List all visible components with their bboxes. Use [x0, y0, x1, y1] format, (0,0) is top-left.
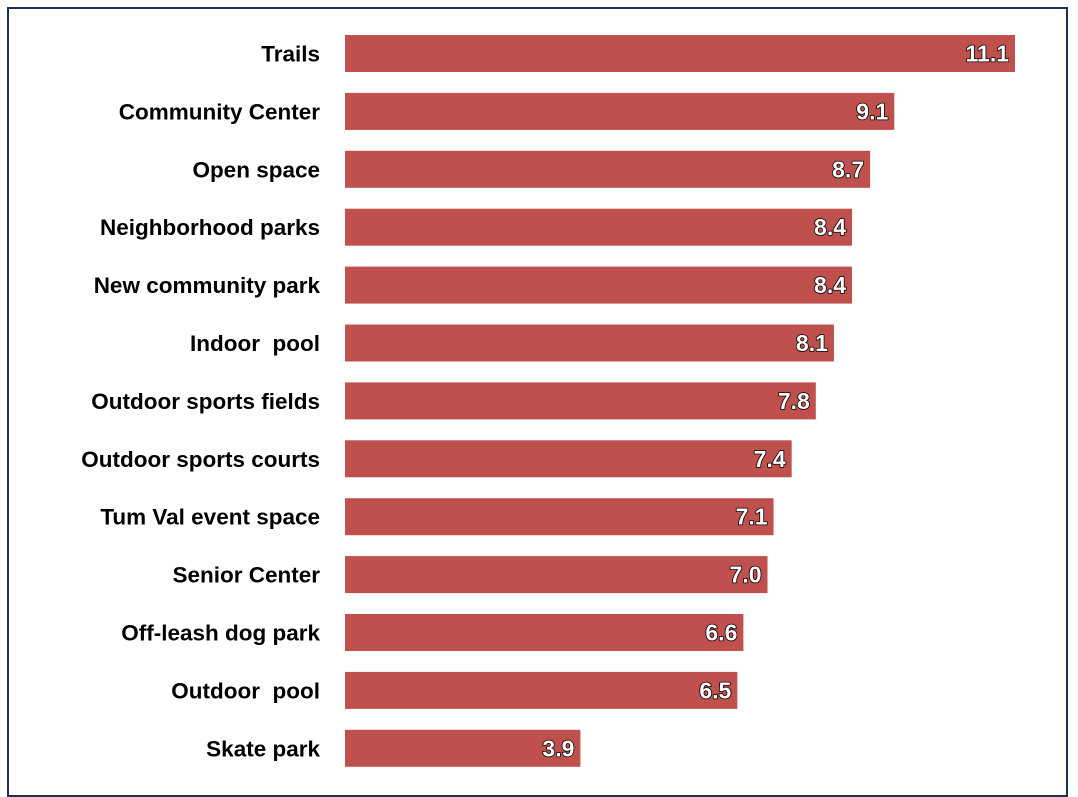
value-label: 7.8 [778, 388, 810, 414]
value-label: 8.7 [832, 156, 864, 182]
category-label: Open space [192, 157, 320, 182]
bar [345, 382, 816, 420]
bar [345, 150, 871, 188]
bar [345, 440, 792, 478]
value-label: 6.5 [699, 677, 731, 703]
category-label: Neighborhood parks [100, 215, 320, 240]
category-label: New community park [94, 273, 321, 298]
bar [345, 614, 744, 651]
value-label: 7.0 [730, 562, 762, 588]
value-label: 6.6 [705, 620, 737, 646]
bar [345, 324, 834, 362]
category-label: Outdoor pool [171, 678, 320, 703]
category-label: Skate park [206, 736, 320, 761]
value-label: 8.4 [814, 272, 846, 298]
category-label: Senior Center [172, 563, 320, 588]
bar [345, 729, 581, 767]
value-label: 7.1 [736, 504, 768, 530]
category-label: Indoor pool [190, 331, 320, 356]
category-label: Outdoor sports courts [81, 447, 320, 472]
bar [345, 92, 895, 130]
bar [345, 266, 853, 304]
category-label: Trails [261, 42, 320, 67]
value-label: 7.4 [754, 446, 786, 472]
value-label: 3.9 [542, 735, 574, 761]
category-label: Outdoor sports fields [91, 389, 320, 414]
bar [345, 208, 853, 246]
value-label: 11.1 [966, 41, 1010, 67]
bar [345, 498, 774, 536]
bar [345, 35, 1015, 72]
value-label: 9.1 [856, 98, 888, 124]
value-label: 8.1 [796, 330, 828, 356]
bar [345, 556, 768, 594]
bar [345, 671, 738, 709]
category-label: Off-leash dog park [121, 621, 320, 646]
category-label: Community Center [119, 99, 321, 124]
category-label: Tum Val event space [100, 505, 320, 530]
value-label: 8.4 [814, 214, 846, 240]
